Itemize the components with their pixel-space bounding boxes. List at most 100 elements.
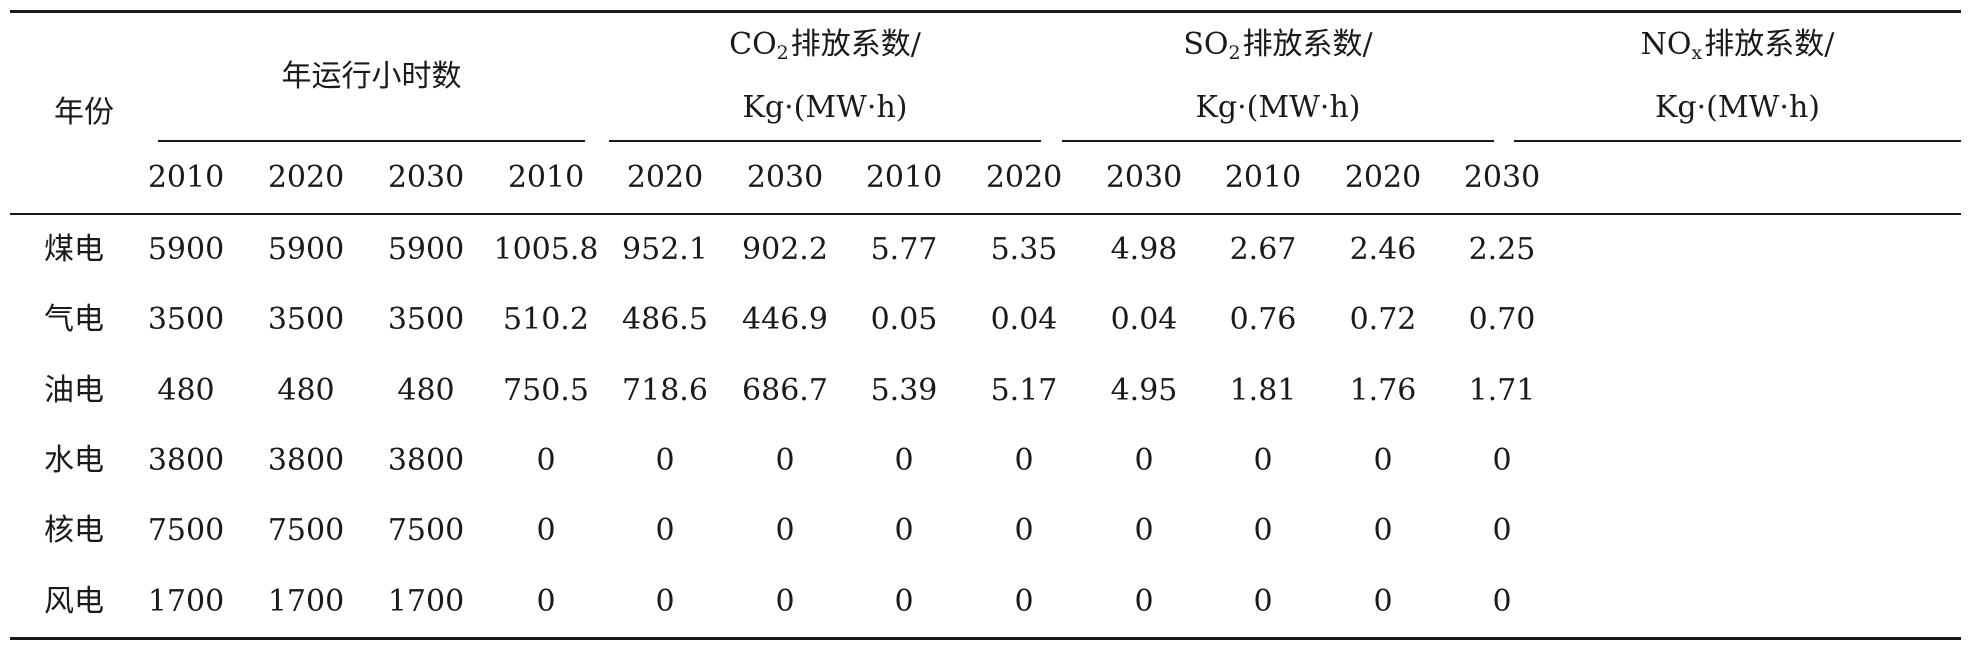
year-subheader-cell: 2020 (985, 159, 1063, 195)
year-subheader-cell: 2030 (387, 159, 465, 195)
group-underline-co2 (609, 140, 1041, 142)
year-subheader-cell: 2020 (267, 159, 345, 195)
table-cell: 0.05 (870, 302, 938, 338)
table-cell: 718.6 (622, 372, 708, 408)
group-header-co2-unit: Kg·(MW·h) (742, 90, 908, 126)
year-subheader-cell: 2010 (507, 159, 585, 195)
table-cell: 0 (1134, 583, 1154, 619)
group-header-nox-unit: Kg·(MW·h) (1655, 90, 1820, 126)
header-rule (10, 213, 1961, 215)
table-cell: 446.9 (742, 302, 828, 338)
table-cell: 0 (1373, 513, 1393, 549)
group-header-co2: CO 2 排放系数/ Kg·(MW·h) (609, 13, 1041, 140)
table-cell: 0 (1373, 583, 1393, 619)
group-header-hours: 年运行小时数 (281, 58, 462, 94)
table-cell: 0.04 (990, 302, 1058, 338)
table-cell: 3500 (267, 302, 345, 338)
nox-suffix: 排放系数/ (1704, 26, 1835, 62)
table-cell: 750.5 (503, 372, 589, 408)
table-cell: 0 (536, 583, 556, 619)
table-cell: 5900 (267, 232, 345, 268)
table-cell: 0 (1492, 443, 1512, 479)
year-subheader-cell: 2010 (147, 159, 225, 195)
co2-prefix: CO (729, 26, 777, 62)
table-cell: 0 (1373, 443, 1393, 479)
row-label: 气电 (44, 302, 104, 338)
table-cell: 3800 (387, 443, 465, 479)
group-underline-hours (158, 140, 585, 142)
table-cell: 0 (1134, 513, 1154, 549)
table-cell: 0 (655, 583, 675, 619)
table-cell: 0 (1492, 583, 1512, 619)
group-header-co2-line1: CO 2 排放系数/ (729, 13, 921, 77)
table-cell: 1700 (387, 583, 465, 619)
table-cell: 0.04 (1110, 302, 1178, 338)
table-cell: 0 (775, 513, 795, 549)
table-cell: 0.72 (1349, 302, 1417, 338)
table-cell: 0 (1253, 583, 1273, 619)
year-subheader-cell: 2020 (1344, 159, 1422, 195)
table-cell: 3500 (387, 302, 465, 338)
year-subheader-cell: 2030 (1463, 159, 1541, 195)
table-cell: 480 (277, 372, 335, 408)
table-cell: 0 (1253, 513, 1273, 549)
table-cell: 5.35 (990, 232, 1058, 268)
table-cell: 0 (1014, 513, 1034, 549)
nox-subscript: x (1691, 42, 1703, 65)
table-cell: 0 (1492, 513, 1512, 549)
table-cell: 1.76 (1349, 372, 1417, 408)
year-subheader-cell: 2030 (746, 159, 824, 195)
table-cell: 0 (894, 513, 914, 549)
so2-subscript: 2 (1228, 42, 1241, 65)
group-underline-so2 (1062, 140, 1494, 142)
table-cell: 0.70 (1468, 302, 1536, 338)
row-label: 煤电 (44, 232, 104, 268)
table-cell: 1700 (147, 583, 225, 619)
group-header-nox: NO x 排放系数/ Kg·(MW·h) (1514, 13, 1961, 140)
table-cell: 0 (1134, 443, 1154, 479)
table-cell: 0 (655, 443, 675, 479)
year-subheader-cell: 2010 (865, 159, 943, 195)
row-label: 风电 (44, 583, 104, 619)
table-cell: 0 (1014, 583, 1034, 619)
table-cell: 510.2 (503, 302, 589, 338)
emission-table: 年份 年运行小时数 CO 2 排放系数/ Kg·(MW·h) SO 2 排放系数/ … (10, 10, 1961, 640)
co2-subscript: 2 (776, 42, 789, 65)
table-cell: 0 (775, 443, 795, 479)
table-cell: 0 (1014, 443, 1034, 479)
table-cell: 0 (536, 513, 556, 549)
table-cell: 5900 (147, 232, 225, 268)
table-cell: 686.7 (742, 372, 828, 408)
row-label: 核电 (44, 513, 104, 549)
table-cell: 1700 (267, 583, 345, 619)
table-cell: 5.39 (870, 372, 938, 408)
table-cell: 2.46 (1349, 232, 1417, 268)
nox-prefix: NO (1640, 26, 1692, 62)
table-cell: 0 (894, 443, 914, 479)
table-cell: 2.25 (1468, 232, 1536, 268)
table-cell: 5.17 (990, 372, 1058, 408)
table-cell: 902.2 (742, 232, 828, 268)
table-cell: 0 (536, 443, 556, 479)
table-cell: 1.71 (1468, 372, 1536, 408)
table-cell: 3800 (147, 443, 225, 479)
group-header-so2: SO 2 排放系数/ Kg·(MW·h) (1062, 13, 1494, 140)
row-label: 油电 (44, 372, 104, 408)
group-header-so2-unit: Kg·(MW·h) (1195, 90, 1361, 126)
table-cell: 1.81 (1229, 372, 1297, 408)
year-header: 年份 (54, 95, 114, 130)
table-cell: 5.77 (870, 232, 938, 268)
group-header-nox-line1: NO x 排放系数/ (1641, 13, 1835, 77)
table-cell: 0 (655, 513, 675, 549)
bottom-rule (10, 637, 1961, 640)
row-label: 水电 (44, 443, 104, 479)
table-cell: 4.98 (1110, 232, 1178, 268)
year-subheader-cell: 2030 (1105, 159, 1183, 195)
table-cell: 3800 (267, 443, 345, 479)
group-underline-nox (1514, 140, 1961, 142)
table-cell: 7500 (267, 513, 345, 549)
table-cell: 952.1 (622, 232, 708, 268)
so2-prefix: SO (1183, 26, 1229, 62)
table-cell: 0 (775, 583, 795, 619)
table-cell: 7500 (387, 513, 465, 549)
